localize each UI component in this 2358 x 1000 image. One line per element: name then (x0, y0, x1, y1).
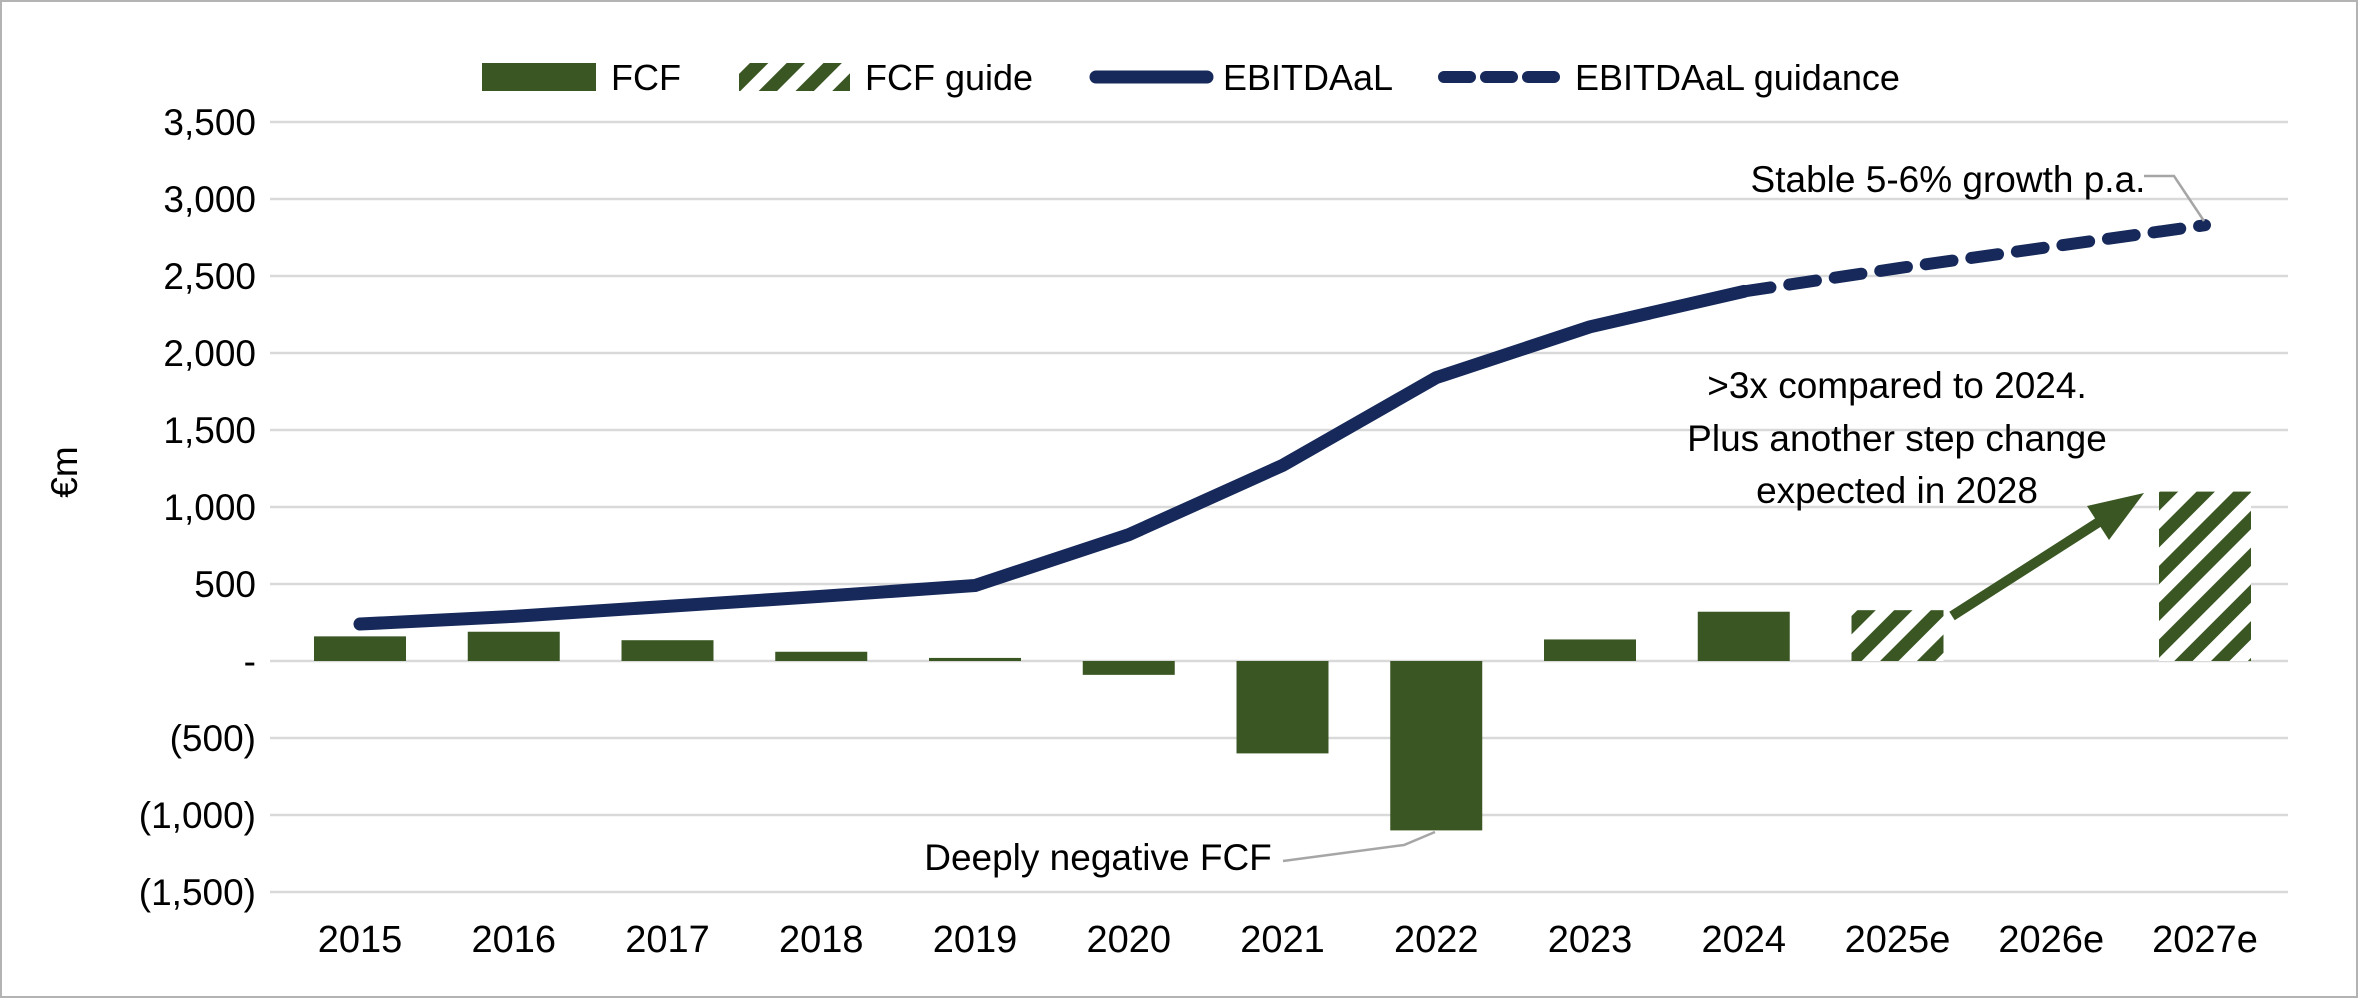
arrow-to-2027e-bar (1949, 493, 2144, 621)
bar-guide-2025e (1851, 610, 1944, 661)
annotation-stable-growth: Stable 5-6% growth p.a. (1751, 159, 2206, 222)
x-tick-label: 2015 (318, 919, 403, 961)
bar-2022 (1390, 661, 1483, 831)
y-tick-label: (1,500) (139, 872, 256, 913)
legend-item-ebitdaal-guidance: EBITDAaL guidance (1438, 57, 1900, 98)
legend-swatch-fcf-guide (739, 63, 850, 91)
bar-2019 (929, 657, 1021, 661)
bar-2016 (467, 631, 560, 661)
x-tick-label: 2024 (1701, 919, 1786, 961)
x-tick-label: 2020 (1086, 919, 1171, 961)
x-tick-label: 2022 (1394, 919, 1479, 961)
annotation-deeply-negative-leader-line (1282, 830, 1436, 863)
y-tick-label: 1,500 (163, 410, 256, 451)
bar-2023 (1544, 639, 1636, 661)
annotation-step-change-line1: >3x compared to 2024. (1707, 365, 2087, 406)
legend-label-fcf: FCF (611, 57, 681, 98)
annotation-stable-growth-text: Stable 5-6% growth p.a. (1751, 159, 2146, 200)
bar-2020 (1082, 661, 1175, 675)
annotation-deeply-negative: Deeply negative FCF (924, 830, 1436, 878)
legend: FCF FCF guide EBITDAaL EBITDAaL guidance (482, 57, 1900, 98)
annotation-step-change: >3x compared to 2024. Plus another step … (1687, 365, 2144, 621)
x-tick-label: 2026e (1998, 919, 2104, 961)
y-tick-label: (500) (170, 718, 256, 759)
x-tick-label: 2021 (1240, 919, 1325, 961)
annotation-step-change-line2: Plus another step change (1687, 418, 2107, 459)
y-tick-label: - (244, 641, 256, 682)
arrow-head (2087, 493, 2144, 540)
bar-2021 (1236, 661, 1329, 754)
bar-2024 (1697, 611, 1790, 661)
line-ebitdaal (353, 284, 1751, 631)
legend-label-ebitdaal: EBITDAaL (1223, 57, 1393, 98)
x-tick-label: 2019 (933, 919, 1018, 961)
bar-2015 (314, 636, 406, 661)
y-tick-label: (1,000) (139, 795, 256, 836)
x-tick-label: 2018 (779, 919, 864, 961)
legend-swatch-fcf (482, 63, 596, 91)
plot-area: 3,500 3,000 2,500 2,000 1,500 1,000 500 - (500) (… (139, 102, 2288, 961)
legend-item-ebitdaal: EBITDAaL (1089, 57, 1393, 98)
y-axis-title: €m (44, 446, 85, 497)
annotation-stable-growth-leader-line (2144, 174, 2206, 222)
y-tick-label: 500 (194, 564, 256, 605)
arrow-shaft (1949, 515, 2105, 621)
y-tick-label: 2,000 (163, 333, 256, 374)
x-tick-label: 2016 (471, 919, 556, 961)
y-tick-label: 3,000 (163, 179, 256, 220)
y-tick-label: 2,500 (163, 256, 256, 297)
legend-item-fcf-guide: FCF guide (739, 57, 1033, 98)
bar-2017 (621, 640, 714, 661)
x-tick-label: 2017 (625, 919, 710, 961)
line-ebitdaal-guidance (1737, 219, 2211, 298)
x-tick-label: 2027e (2152, 919, 2258, 961)
y-tick-label: 1,000 (163, 487, 256, 528)
bar-2018 (775, 651, 868, 661)
x-tick-label: 2025e (1845, 919, 1951, 961)
y-tick-label: 3,500 (163, 102, 256, 143)
x-tick-label: 2023 (1548, 919, 1633, 961)
legend-label-fcf-guide: FCF guide (865, 57, 1033, 98)
annotation-step-change-line3: expected in 2028 (1756, 470, 2038, 511)
annotation-deeply-negative-text: Deeply negative FCF (924, 837, 1272, 878)
bar-guide-2027e (2159, 491, 2251, 661)
legend-label-ebitdaal-guidance: EBITDAaL guidance (1575, 57, 1900, 98)
legend-item-fcf: FCF (482, 57, 681, 98)
